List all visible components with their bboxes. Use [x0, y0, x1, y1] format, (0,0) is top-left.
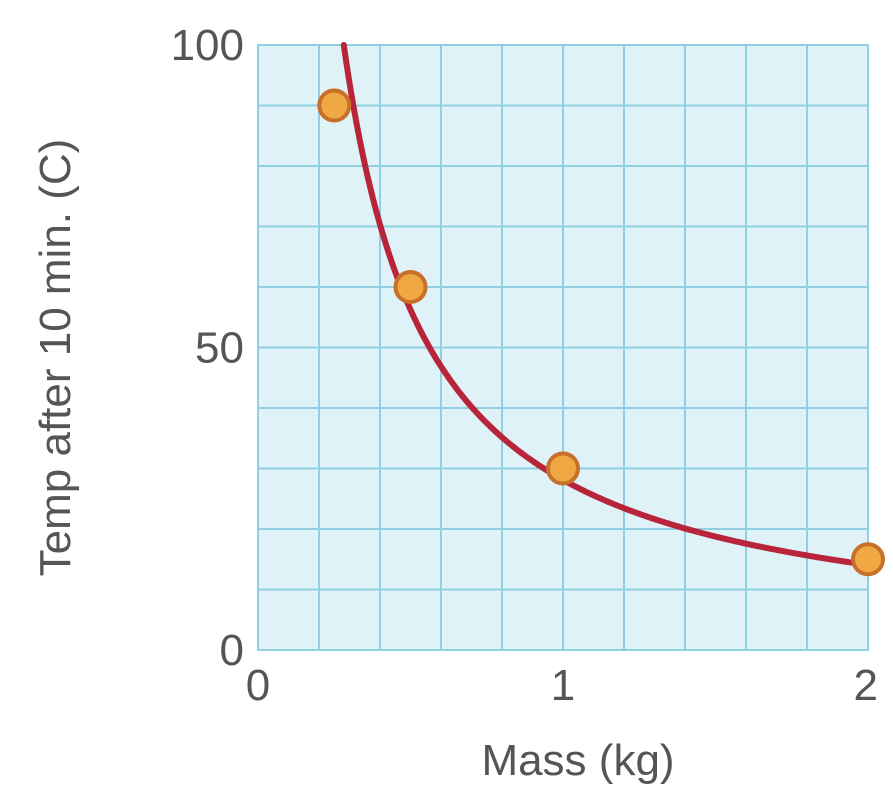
y-tick-label: 0 — [220, 626, 244, 675]
y-axis-title: Temp after 10 min. (C) — [31, 139, 80, 577]
y-tick-label: 50 — [195, 324, 244, 373]
data-point — [317, 88, 352, 123]
data-points — [317, 88, 885, 577]
x-axis-title: Mass (kg) — [481, 736, 674, 785]
y-tick-label: 100 — [171, 21, 244, 70]
x-tick-label: 2 — [854, 661, 878, 710]
data-point — [393, 270, 428, 304]
data-point — [546, 451, 580, 486]
y-tick-labels: 0 50 100 — [171, 21, 244, 675]
x-tick-label: 0 — [246, 661, 270, 710]
data-point — [851, 542, 885, 577]
trend-curve — [340, 42, 871, 568]
x-tick-labels: 0 1 2 — [246, 661, 878, 710]
x-tick-label: 1 — [551, 661, 575, 710]
